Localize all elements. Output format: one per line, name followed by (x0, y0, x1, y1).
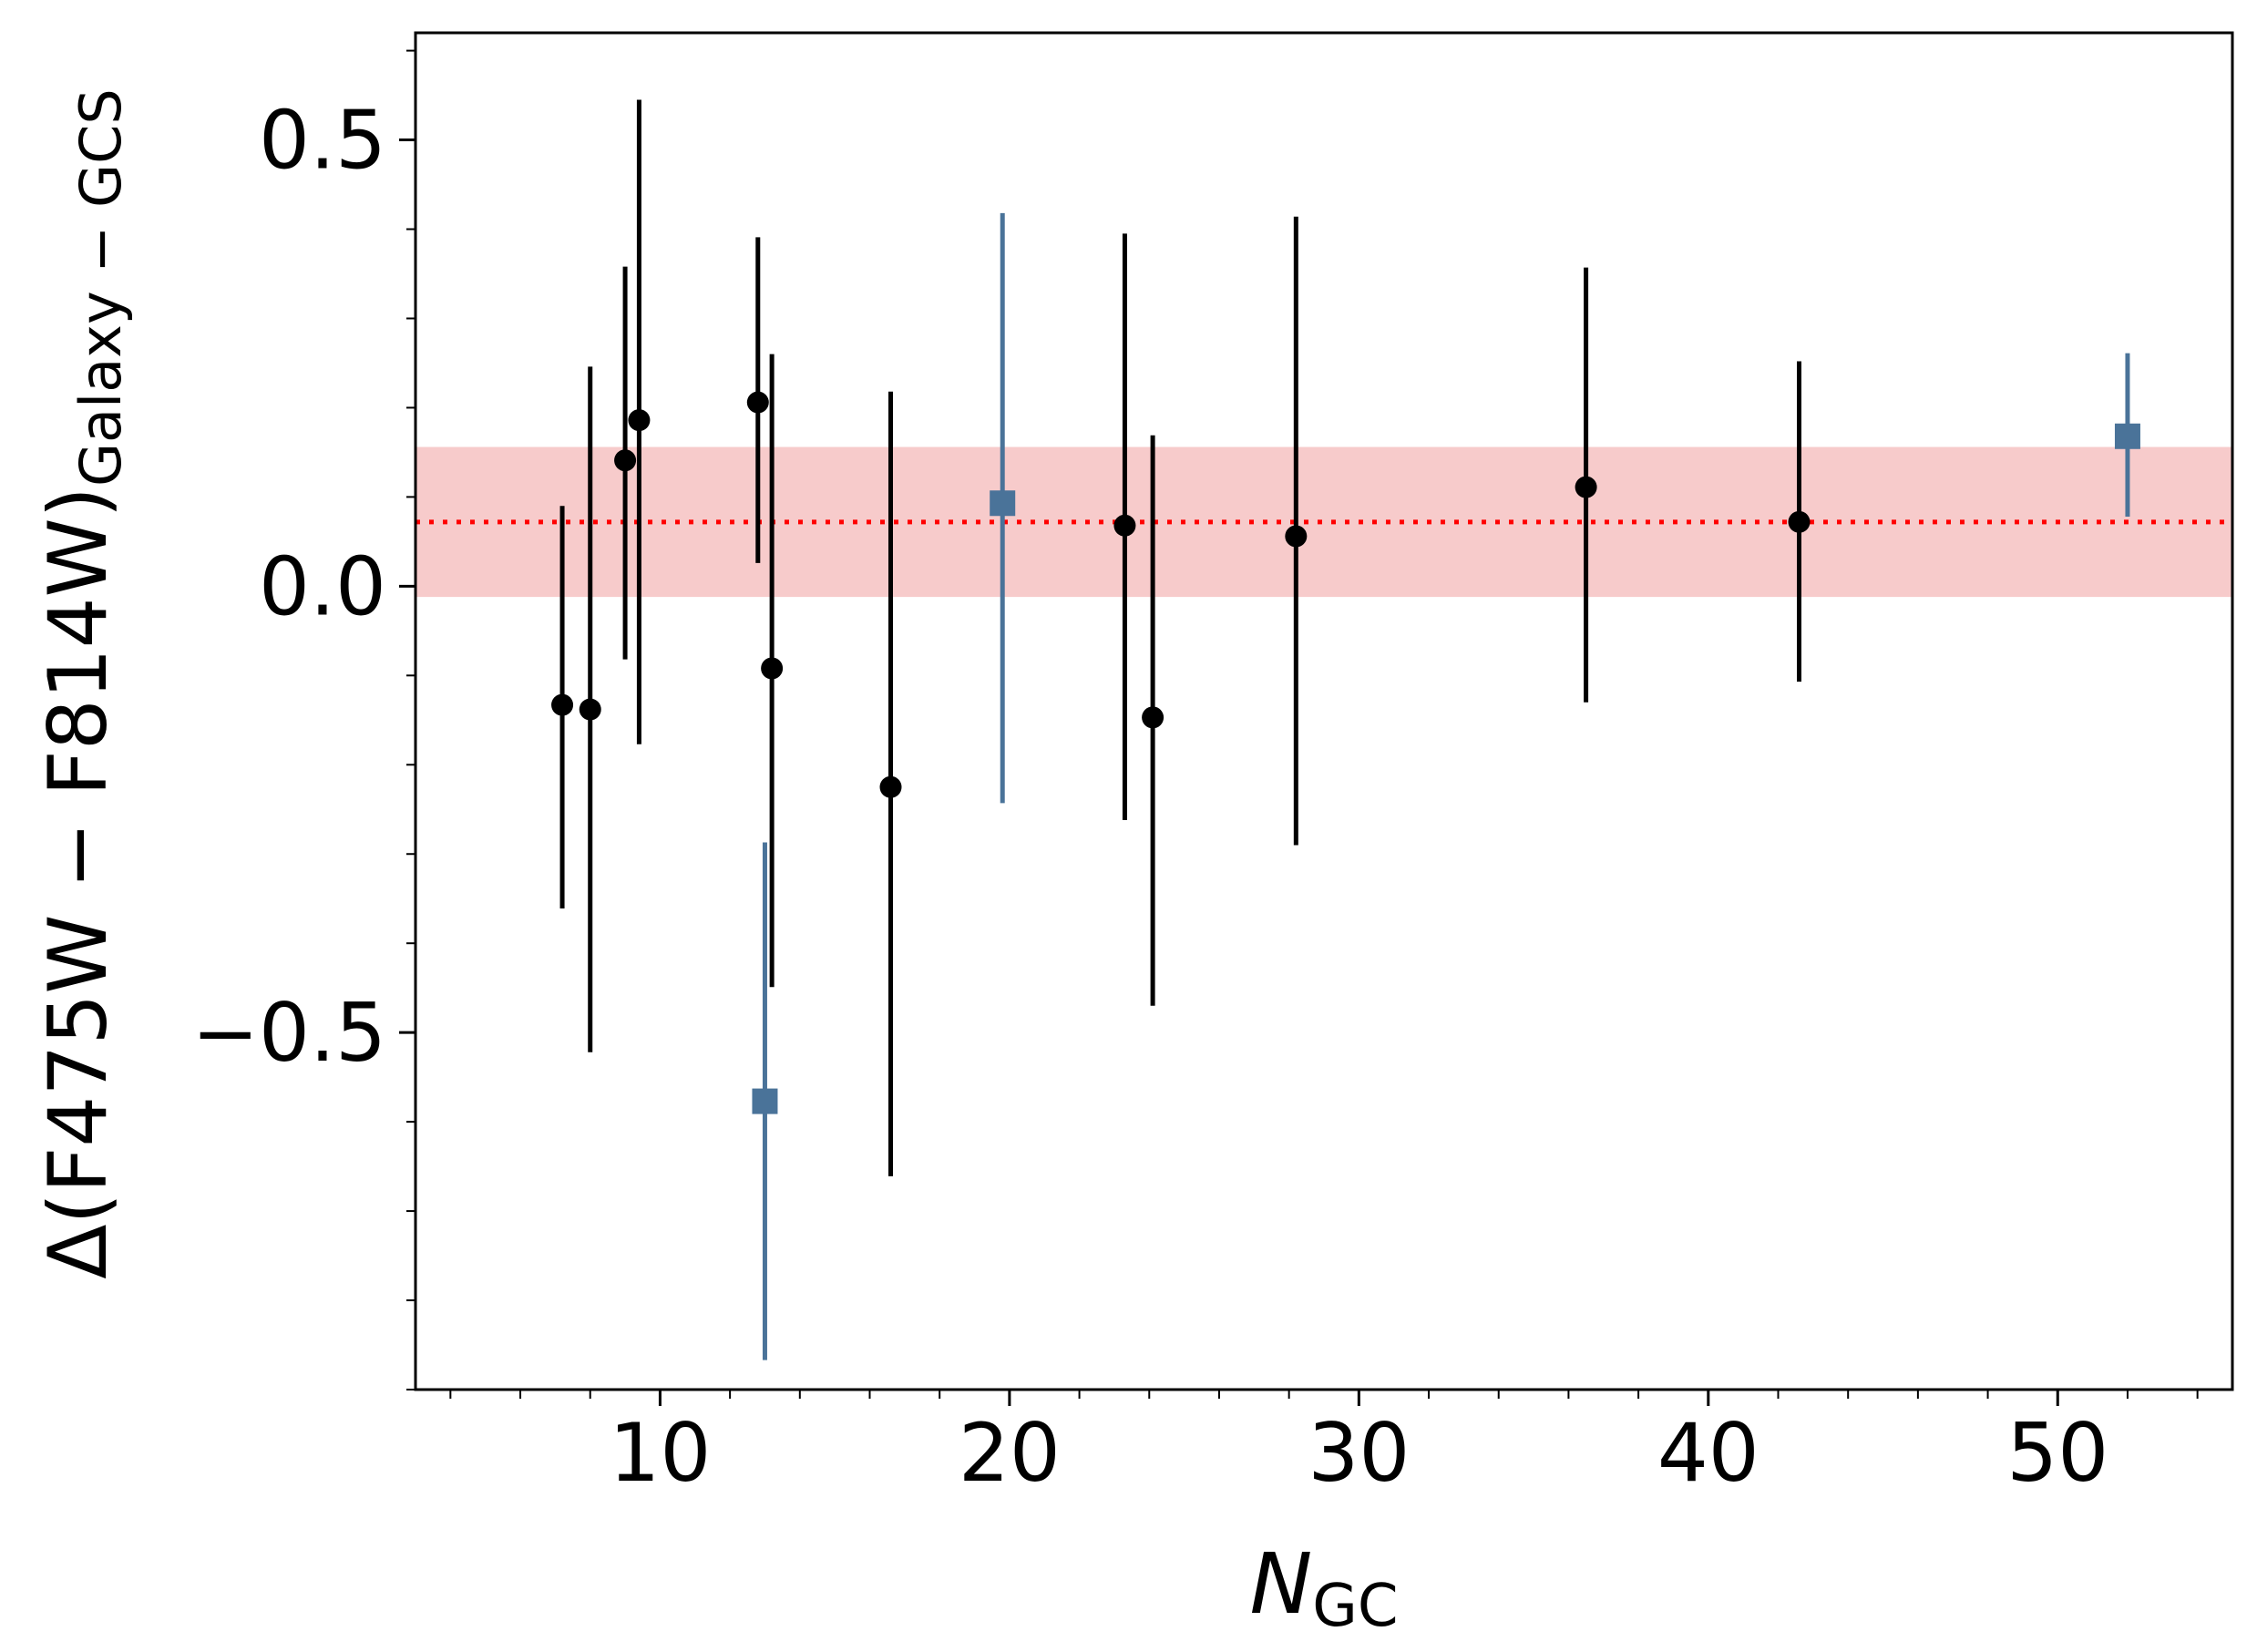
reference-band-layer (415, 446, 2232, 598)
data-point (579, 698, 601, 721)
x-axis-ticks: 10 20 30 40 50 (449, 1390, 2199, 1500)
data-point (1285, 525, 1308, 548)
data-point (628, 409, 651, 432)
y-axis-label-sub: Galaxy − GCS (67, 88, 134, 487)
x-axis-label: NGC (1249, 1535, 1398, 1640)
square-marker-series (752, 212, 2140, 1360)
x-tick-label: 50 (2006, 1406, 2108, 1500)
data-point-square (752, 1088, 778, 1114)
y-tick-label: −0.5 (191, 986, 386, 1080)
data-point (1788, 510, 1811, 533)
plot-frame (414, 31, 2234, 1391)
y-tick-label: 0.5 (259, 94, 386, 188)
data-point (1142, 706, 1164, 729)
data-point (1113, 514, 1136, 537)
x-tick-label: 10 (609, 1406, 711, 1500)
data-point (551, 693, 574, 716)
series-layer (551, 99, 2140, 1360)
x-tick-label: 20 (959, 1406, 1061, 1500)
data-point (746, 391, 769, 414)
data-point-square (990, 490, 1016, 517)
x-tick-label: 30 (1308, 1406, 1410, 1500)
data-point (761, 657, 784, 680)
data-point (614, 449, 637, 472)
x-axis-label-sub: GC (1312, 1573, 1398, 1640)
y-axis-label-main: Δ(F475W − F814W) (31, 487, 125, 1279)
data-point (879, 775, 902, 798)
y-axis-ticks: −0.5 0.0 0.5 (191, 49, 415, 1390)
circle-marker-series (551, 99, 1811, 1176)
x-axis-label-main: N (1249, 1535, 1312, 1633)
data-point-square (2114, 423, 2140, 449)
y-axis-label: Δ(F475W − F814W)Galaxy − GCS (31, 88, 134, 1278)
x-tick-label: 40 (1657, 1406, 1759, 1500)
reference-band (415, 446, 2232, 598)
data-point (1575, 476, 1597, 498)
y-tick-label: 0.0 (259, 539, 386, 633)
